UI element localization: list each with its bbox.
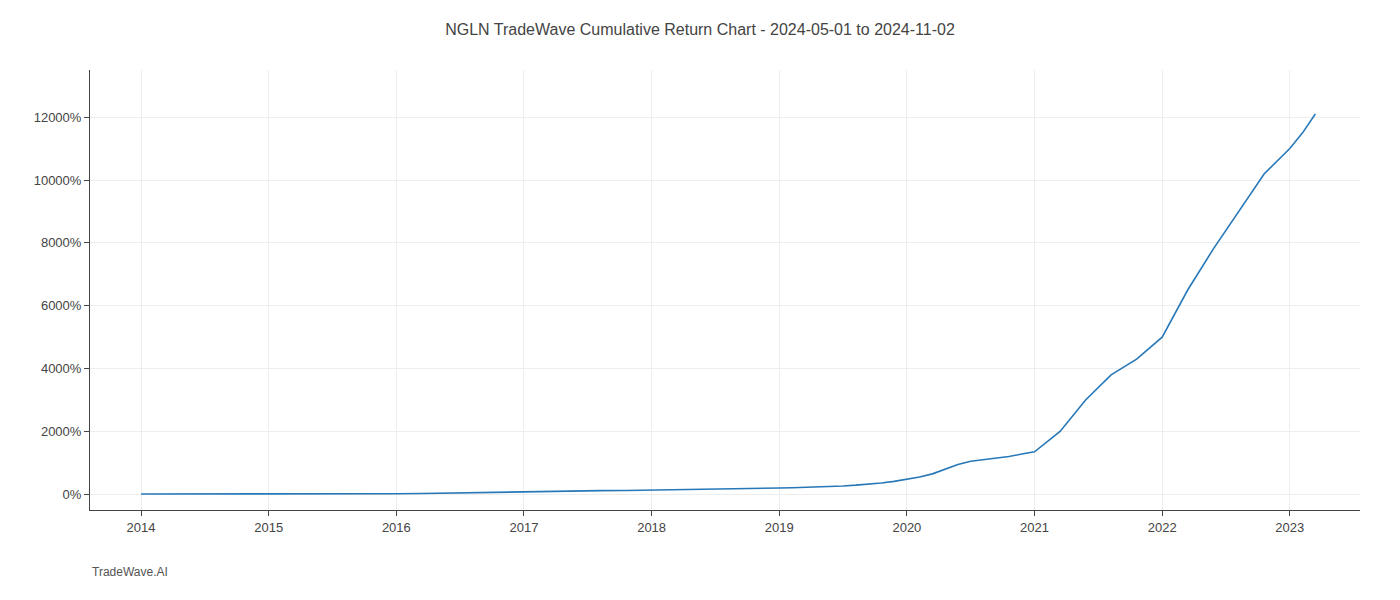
svg-text:0%: 0%: [63, 487, 82, 502]
svg-text:12000%: 12000%: [34, 110, 82, 125]
svg-text:2017: 2017: [510, 520, 539, 535]
svg-text:NGLN TradeWave Cumulative Retu: NGLN TradeWave Cumulative Return Chart -…: [445, 21, 955, 38]
svg-text:2021: 2021: [1020, 520, 1049, 535]
svg-text:4000%: 4000%: [41, 361, 82, 376]
svg-text:TradeWave.AI: TradeWave.AI: [92, 565, 168, 579]
svg-text:2022: 2022: [1148, 520, 1177, 535]
svg-text:2014: 2014: [127, 520, 156, 535]
svg-text:2020: 2020: [892, 520, 921, 535]
svg-text:2019: 2019: [765, 520, 794, 535]
svg-text:8000%: 8000%: [41, 235, 82, 250]
svg-text:2016: 2016: [382, 520, 411, 535]
svg-text:2000%: 2000%: [41, 424, 82, 439]
svg-text:10000%: 10000%: [34, 173, 82, 188]
svg-text:2015: 2015: [254, 520, 283, 535]
svg-text:6000%: 6000%: [41, 298, 82, 313]
svg-text:2018: 2018: [637, 520, 666, 535]
svg-text:2023: 2023: [1275, 520, 1304, 535]
